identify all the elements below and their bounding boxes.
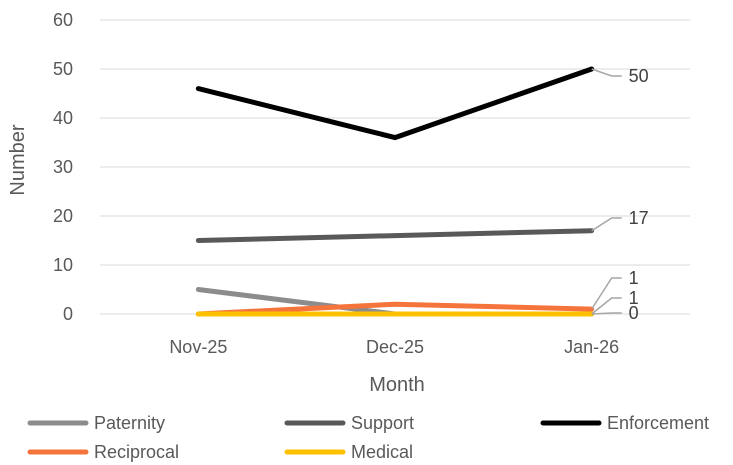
legend-label: Enforcement	[607, 413, 709, 433]
legend-item-reciprocal: Reciprocal	[27, 442, 179, 462]
x-axis-title: Month	[369, 374, 425, 396]
leader-line-medical	[591, 297, 622, 315]
leader-line-enforcement	[591, 68, 622, 77]
legend-label: Reciprocal	[94, 442, 179, 462]
y-tick-label: 0	[63, 304, 73, 324]
legend-label: Medical	[351, 442, 413, 462]
y-tick-label: 50	[53, 59, 73, 79]
x-tick-labels: Nov-25 Dec-25 Jan-26	[169, 337, 619, 357]
series-lines	[195, 66, 595, 317]
y-tick-labels: 0 10 20 30 40 50 60	[53, 10, 73, 324]
x-tick-label: Dec-25	[366, 337, 424, 357]
legend-item-paternity: Paternity	[27, 413, 165, 433]
data-label-medical: 1	[629, 288, 639, 308]
data-label-enforcement: 50	[629, 66, 649, 86]
legend: Paternity Support Enforcement Reciprocal Med…	[27, 413, 709, 462]
y-tick-label: 30	[53, 157, 73, 177]
series-line-enforcement	[195, 66, 595, 141]
data-label-support: 17	[629, 208, 649, 228]
y-axis-title: Number	[7, 124, 29, 195]
series-line-support	[195, 228, 595, 243]
data-label-reciprocal: 1	[629, 268, 639, 288]
leader-line-support	[591, 217, 622, 232]
x-tick-label: Jan-26	[564, 337, 619, 357]
y-tick-label: 40	[53, 108, 73, 128]
legend-item-medical: Medical	[284, 442, 413, 462]
legend-item-enforcement: Enforcement	[540, 413, 709, 433]
y-tick-label: 20	[53, 206, 73, 226]
gridlines	[100, 19, 690, 315]
leader-line-reciprocal	[591, 277, 622, 310]
legend-item-support: Support	[284, 413, 414, 433]
y-tick-label: 60	[53, 10, 73, 30]
leader-line-paternity	[591, 312, 622, 315]
data-labels: 0 17 50 11	[591, 66, 649, 323]
legend-label: Paternity	[94, 413, 165, 433]
y-tick-label: 10	[53, 255, 73, 275]
data-label-paternity: 0	[629, 303, 639, 323]
legend-label: Support	[351, 413, 414, 433]
x-tick-label: Nov-25	[169, 337, 227, 357]
series-line-reciprocal	[195, 301, 595, 317]
